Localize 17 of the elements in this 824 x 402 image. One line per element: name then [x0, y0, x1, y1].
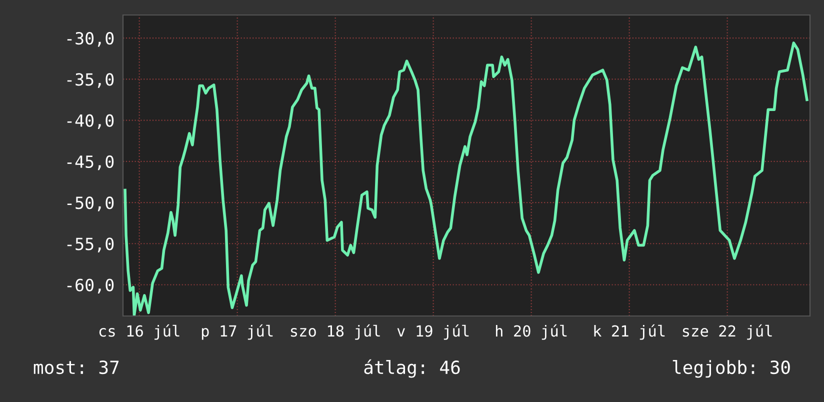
text: átlag: 46: [364, 359, 460, 378]
x-tick-label: v 19 júl: [397, 324, 469, 340]
x-tick-label: k 21 júl: [594, 324, 665, 340]
text: legjobb: 30: [672, 360, 790, 378]
y-tick-label: -60,0: [67, 278, 114, 294]
y-tick-label: -30,0: [67, 32, 114, 47]
text: most: 37: [34, 360, 119, 374]
y-tick-label: -35,0: [67, 73, 114, 88]
x-tick-label: cs 16 júl: [99, 324, 180, 340]
x-tick-label: p 17 júl: [202, 324, 273, 340]
y-tick-label: -40,0: [67, 114, 114, 129]
y-tick-label: -50,0: [67, 196, 114, 212]
y-tick-label: -55,0: [67, 238, 114, 252]
x-tick-label: szo 18 júl: [290, 324, 380, 340]
x-tick-label: h 20 júl: [496, 324, 567, 340]
y-tick-label: -45,0: [67, 155, 114, 170]
x-tick-label: sze 22 júl: [682, 324, 772, 340]
